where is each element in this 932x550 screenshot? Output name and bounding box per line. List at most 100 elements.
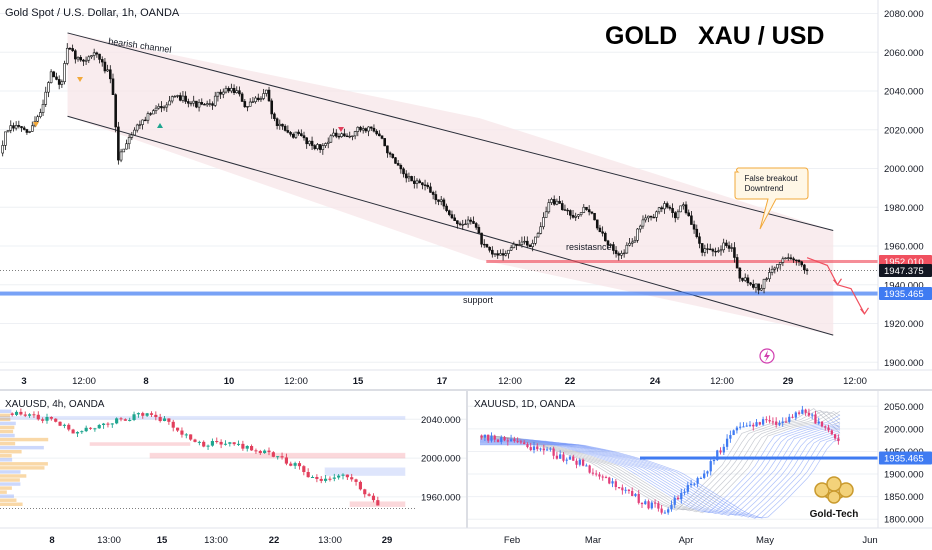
candle-body: [732, 430, 735, 436]
candle: [682, 202, 685, 210]
candle: [526, 236, 529, 249]
candle-body: [93, 428, 97, 430]
support-line[interactable]: [0, 291, 878, 296]
candle-body: [158, 417, 162, 422]
candle: [633, 236, 637, 243]
candle-body: [210, 441, 214, 446]
candle-body: [760, 288, 763, 291]
candle-body: [84, 59, 88, 62]
candle-body: [300, 133, 303, 136]
candle-body: [6, 129, 10, 133]
zone: [324, 467, 406, 476]
candle-body: [542, 448, 545, 451]
candle-body: [308, 140, 311, 145]
candle: [102, 422, 106, 429]
candle-body: [378, 133, 381, 137]
candle-body: [509, 439, 513, 442]
candle: [811, 412, 814, 420]
candle-body: [47, 82, 50, 93]
time-axis-bottom[interactable]: 8 13:00 15 13:00 22 13:00 29 Feb Mar Apr May Jun: [0, 527, 932, 550]
candle-body: [44, 91, 48, 105]
candle: [334, 129, 338, 139]
support-line-1d[interactable]: [640, 456, 878, 460]
candle-body: [761, 419, 765, 425]
candle-body: [141, 413, 145, 416]
candle: [547, 199, 551, 214]
candle: [496, 439, 500, 443]
candle: [559, 450, 562, 459]
candle: [509, 244, 513, 251]
candle: [250, 444, 254, 451]
candle: [202, 440, 206, 448]
candle: [453, 214, 456, 221]
candle-body: [246, 106, 249, 108]
candle-body: [716, 450, 719, 461]
candle-body: [133, 129, 136, 136]
price-tag: [879, 451, 932, 465]
candle: [391, 153, 395, 159]
candle-body: [45, 417, 49, 421]
candle-body: [132, 414, 136, 420]
candle: [439, 196, 443, 206]
main-price-axis[interactable]: 2080.000 2060.000 2040.000 2020.000 2000.000…: [877, 0, 932, 370]
candle-body: [634, 493, 637, 496]
price-axis-4h[interactable]: 2040.000 2000.000 1960.000: [421, 415, 461, 504]
candle: [340, 132, 343, 138]
candle: [640, 502, 644, 509]
candle-body: [302, 135, 306, 139]
candle-body: [329, 135, 333, 143]
candle-body: [243, 101, 247, 108]
candle: [620, 250, 623, 260]
candle-body: [275, 118, 279, 126]
candle: [442, 197, 446, 210]
candle: [528, 243, 532, 248]
candle: [660, 504, 663, 515]
candle-body: [332, 132, 335, 137]
candle: [371, 493, 376, 503]
candle: [404, 170, 408, 183]
candle-body: [496, 439, 500, 442]
channel-lower-line[interactable]: [67, 115, 834, 336]
candle-body: [138, 124, 142, 126]
candle-body: [690, 215, 693, 225]
candle: [830, 429, 833, 436]
candle: [778, 420, 781, 427]
candle-body: [765, 419, 768, 421]
channel-upper-line[interactable]: [67, 32, 834, 232]
candle: [380, 135, 384, 140]
lightning-icon[interactable]: [759, 348, 775, 364]
candle-body: [65, 47, 69, 64]
candle-body: [693, 483, 696, 485]
candle-body: [776, 264, 779, 269]
candle: [132, 411, 136, 422]
candle: [722, 443, 725, 455]
time-tick-label: 8: [143, 376, 148, 387]
candle-body: [415, 180, 419, 184]
candle-body: [71, 429, 75, 434]
candle: [686, 481, 689, 495]
candle: [230, 83, 233, 94]
candle: [776, 264, 779, 272]
price-tick-label: 2050.000: [884, 402, 924, 413]
candle-body: [606, 240, 610, 246]
candle: [80, 430, 84, 434]
candle-body: [453, 217, 456, 221]
candle-body: [804, 409, 807, 413]
candle-body: [636, 228, 639, 241]
candle-body: [649, 215, 653, 218]
candle: [582, 204, 586, 214]
candle: [539, 222, 543, 235]
candle: [280, 452, 284, 460]
candle: [125, 139, 128, 150]
callout-bubble[interactable]: False breakout Downtrend: [734, 167, 809, 230]
resistance-line[interactable]: [486, 259, 878, 263]
candle-body: [627, 489, 631, 491]
candle: [302, 131, 306, 141]
candle: [634, 493, 637, 498]
candle-body: [324, 143, 327, 146]
orange-triangle-marker-icon: [33, 122, 39, 127]
main-time-axis[interactable]: 3 12:00 8 10 12:00 15 17 12:00 22 24 12:00 29 12:00: [0, 369, 932, 390]
candle-body: [388, 152, 392, 155]
candle: [652, 213, 656, 219]
candle-body: [577, 214, 580, 217]
